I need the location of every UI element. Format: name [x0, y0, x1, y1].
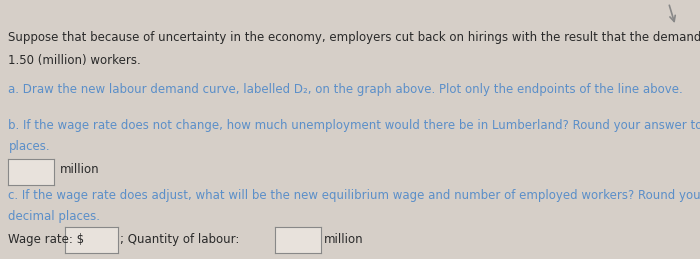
Text: million: million	[60, 163, 99, 176]
Text: c. If the wage rate does adjust, what will be the new equilibrium wage and numbe: c. If the wage rate does adjust, what wi…	[8, 189, 700, 202]
Text: million: million	[324, 233, 364, 246]
Text: 1.50 (million) workers.: 1.50 (million) workers.	[8, 54, 141, 67]
Text: Wage rate: $: Wage rate: $	[8, 233, 85, 246]
Text: Suppose that because of uncertainty in the economy, employers cut back on hiring: Suppose that because of uncertainty in t…	[8, 31, 700, 44]
Text: ; Quantity of labour:: ; Quantity of labour:	[120, 233, 240, 246]
Text: places.: places.	[8, 140, 50, 153]
Text: b. If the wage rate does not change, how much unemployment would there be in Lum: b. If the wage rate does not change, how…	[8, 119, 700, 132]
Text: decimal places.: decimal places.	[8, 210, 100, 223]
Text: a. Draw the new labour demand curve, labelled D₂, on the graph above. Plot only : a. Draw the new labour demand curve, lab…	[8, 83, 683, 96]
